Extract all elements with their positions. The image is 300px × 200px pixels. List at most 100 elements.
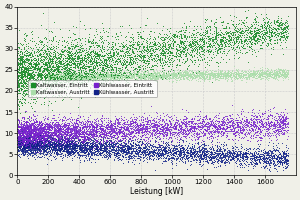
Point <box>277 155 281 158</box>
Point <box>110 44 115 47</box>
Point <box>43 130 48 133</box>
Point <box>54 118 58 121</box>
Point <box>34 140 39 144</box>
Point <box>36 140 41 143</box>
Point <box>219 39 224 42</box>
Point <box>72 147 76 150</box>
Point <box>214 76 218 79</box>
Point <box>276 20 281 23</box>
Point <box>84 77 89 80</box>
Point <box>222 27 226 30</box>
Point <box>107 63 112 67</box>
Point <box>25 76 30 79</box>
Point <box>200 117 205 120</box>
Point <box>243 78 248 81</box>
Point <box>37 141 42 144</box>
Point <box>79 119 84 122</box>
Point <box>199 148 203 151</box>
Point <box>96 74 101 77</box>
Point <box>141 73 146 76</box>
Point <box>151 125 156 128</box>
Point <box>212 151 216 154</box>
Point <box>219 143 224 146</box>
Point <box>21 70 26 73</box>
Point <box>70 72 74 75</box>
Point <box>28 146 33 149</box>
Point <box>134 146 138 149</box>
Point <box>255 31 260 35</box>
Point <box>163 71 168 74</box>
Point <box>21 141 26 144</box>
Point <box>257 121 262 124</box>
Point <box>168 122 173 125</box>
Point <box>46 77 51 80</box>
Point <box>98 76 102 79</box>
Point <box>66 60 71 63</box>
Point <box>157 146 162 149</box>
Point <box>255 158 260 161</box>
Point <box>276 68 281 71</box>
Point <box>101 139 106 142</box>
Point <box>124 47 129 50</box>
Point <box>110 127 115 130</box>
Point <box>21 151 26 155</box>
Point <box>45 65 50 68</box>
Point <box>194 141 199 144</box>
Point <box>98 66 102 69</box>
Point <box>162 56 167 59</box>
Point <box>25 69 30 73</box>
Point <box>31 82 35 85</box>
Point <box>223 128 227 132</box>
Point <box>41 145 46 149</box>
Point <box>200 37 205 40</box>
Point <box>68 137 73 140</box>
Point <box>110 149 114 152</box>
Point <box>232 29 237 32</box>
Point <box>46 79 51 82</box>
Point <box>210 145 215 148</box>
Point <box>46 74 51 78</box>
Point <box>76 123 81 126</box>
Point <box>234 51 239 54</box>
Point <box>274 159 279 162</box>
Point <box>26 79 31 82</box>
Point <box>52 57 56 60</box>
Point <box>28 147 32 150</box>
Point <box>243 70 248 74</box>
Point <box>34 143 39 147</box>
Point <box>23 134 28 137</box>
Point <box>18 50 22 53</box>
Point <box>131 59 136 63</box>
Point <box>152 57 157 60</box>
Point <box>200 74 204 77</box>
Point <box>18 142 23 145</box>
Point <box>193 121 198 124</box>
Point <box>42 64 46 67</box>
Point <box>260 115 265 118</box>
Point <box>17 130 22 134</box>
Point <box>21 74 26 77</box>
Point <box>49 79 54 82</box>
Point <box>235 40 239 43</box>
Point <box>235 46 240 49</box>
Point <box>51 75 56 79</box>
Point <box>121 55 126 58</box>
Point <box>21 149 26 152</box>
Point <box>215 67 220 71</box>
Point <box>271 124 275 127</box>
Point <box>19 127 23 130</box>
Point <box>252 69 256 72</box>
Point <box>46 76 51 79</box>
Point <box>152 71 157 75</box>
Point <box>149 150 154 153</box>
Point <box>37 134 42 138</box>
Point <box>49 79 54 82</box>
Point <box>105 126 110 129</box>
Point <box>66 92 71 95</box>
Point <box>55 127 60 130</box>
Point <box>81 142 86 146</box>
Point <box>124 76 129 79</box>
Point <box>277 118 282 122</box>
Point <box>23 34 28 37</box>
Point <box>283 73 288 76</box>
